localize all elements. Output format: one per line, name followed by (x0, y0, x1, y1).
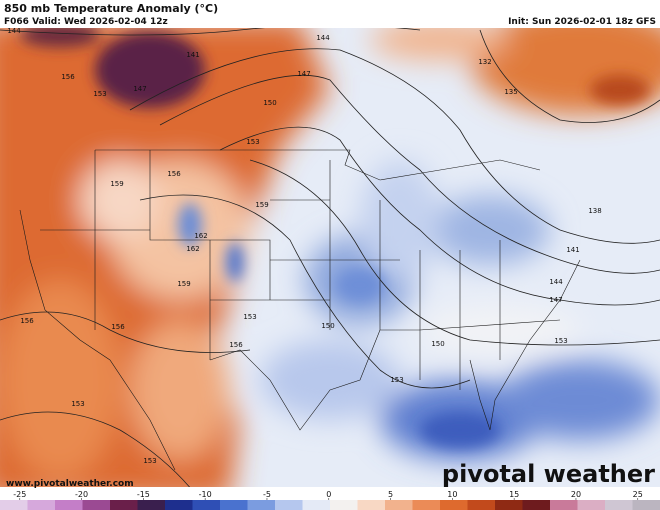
colorbar-tick-label: 15 (509, 490, 519, 499)
contour-label: 153 (93, 90, 106, 98)
colorbar-swatch (192, 500, 221, 510)
colorbar-tick-label: 25 (633, 490, 643, 499)
colorbar-swatch (550, 500, 578, 510)
website: www.pivotalweather.com (6, 479, 134, 489)
contour-label: 159 (177, 280, 190, 288)
contour-label: 156 (167, 170, 181, 178)
colorbar-tick-label: -10 (199, 490, 212, 499)
colorbar-swatch (412, 500, 441, 510)
contour-label: 153 (246, 138, 259, 146)
colorbar-swatch (467, 500, 496, 510)
brand: pivotal weather (442, 460, 655, 488)
valid-time: F066 Valid: Wed 2026-02-04 12z (4, 17, 168, 27)
colorbar-swatch (385, 500, 413, 510)
colorbar-swatch (330, 500, 358, 510)
colorbar: -25 -20 -15 -10 -5 0 5 10 15 20 25 (0, 490, 660, 510)
colorbar-swatch (632, 500, 660, 510)
boundaries (19, 149, 581, 471)
contour-label: 162 (186, 245, 199, 253)
colorbar-swatch (302, 500, 331, 510)
colorbar-tick-label: -20 (75, 490, 88, 499)
contour-label: 135 (504, 88, 517, 96)
contour-label: 156 (61, 73, 75, 81)
contour-label: 159 (110, 180, 123, 188)
colorbar-swatch (357, 500, 386, 510)
contour-label: 153 (554, 337, 567, 345)
contour-label: 150 (321, 322, 334, 330)
contour-label: 156 (111, 323, 125, 331)
colorbar-swatch (220, 500, 248, 510)
colorbar-swatch (440, 500, 468, 510)
contour-label: 147 (549, 296, 562, 304)
contour-label: 144 (549, 278, 563, 286)
contour-label: 141 (566, 246, 579, 254)
contour-label: 138 (588, 207, 601, 215)
colorbar-tick-label: 10 (447, 490, 457, 499)
colorbar-swatch (27, 500, 56, 510)
colorbar-swatch (275, 500, 303, 510)
colorbar-swatch (522, 500, 551, 510)
colorbar-swatch (577, 500, 606, 510)
height-contours (0, 28, 660, 487)
contour-label: 147 (133, 85, 146, 93)
colorbar-swatch (55, 500, 83, 510)
colorbar-tick-label: 5 (388, 490, 393, 499)
contour-label: 156 (20, 317, 34, 325)
colorbar-tick-label: -15 (137, 490, 150, 499)
colorbar-swatch (605, 500, 633, 510)
colorbar-swatch (165, 500, 193, 510)
contour-label: 159 (255, 201, 268, 209)
contour-label: 144 (316, 34, 330, 42)
contour-label: 153 (390, 376, 403, 384)
contour-label: 147 (297, 70, 310, 78)
contour-label: 162 (194, 232, 207, 240)
contour-labels: 144 156 153 147 141 144 147 150 153 156 159 162 162 1… (7, 27, 601, 465)
contour-label: 150 (263, 99, 276, 107)
colorbar-swatch (82, 500, 111, 510)
contour-label: 156 (229, 341, 243, 349)
anomaly-field (0, 28, 660, 487)
colorbar-tick-label: 0 (326, 490, 331, 499)
colorbar-tick-label: -25 (13, 490, 26, 499)
colorbar-tick-label: 20 (571, 490, 581, 499)
colorbar-swatch (495, 500, 523, 510)
contour-label: 153 (143, 457, 156, 465)
colorbar-swatch (0, 500, 28, 510)
colorbar-tick-label: -5 (263, 490, 271, 499)
contour-label: 144 (7, 27, 21, 35)
title: 850 mb Temperature Anomaly (°C) (4, 2, 218, 15)
contour-label: 153 (243, 313, 256, 321)
colorbar-swatch (110, 500, 138, 510)
contour-label: 150 (431, 340, 444, 348)
contour-label: 132 (478, 58, 491, 66)
colorbar-swatch (247, 500, 276, 510)
contour-label: 141 (186, 51, 199, 59)
colorbar-swatch (137, 500, 166, 510)
init-time: Init: Sun 2026-02-01 18z GFS (508, 17, 656, 27)
contour-label: 153 (71, 400, 84, 408)
